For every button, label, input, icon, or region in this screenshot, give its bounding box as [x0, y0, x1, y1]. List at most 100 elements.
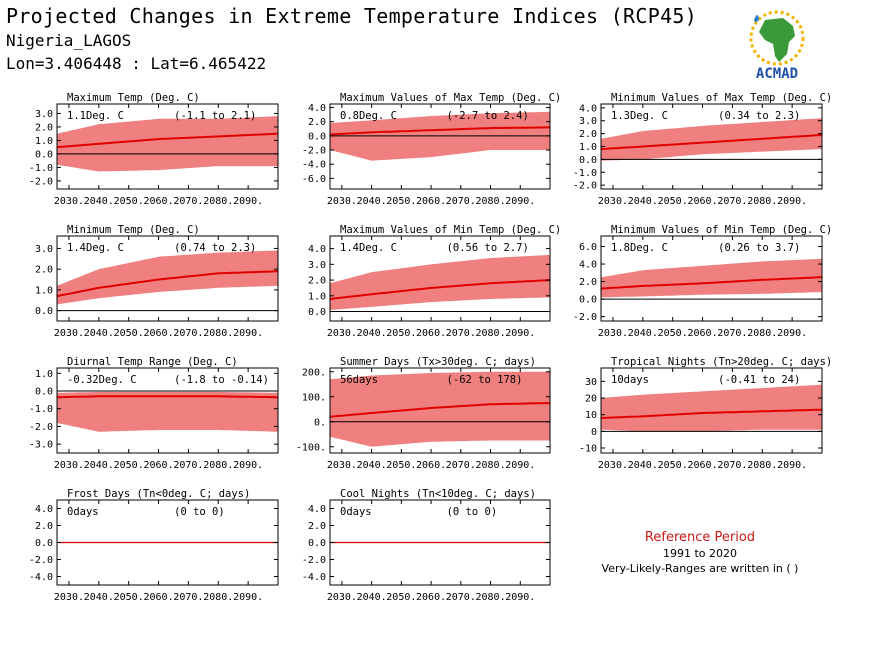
mean-change-label: -0.32Deg. C — [67, 374, 137, 386]
y-tick-label: 6.0 — [579, 242, 597, 253]
x-tick-label: 2030. — [598, 196, 628, 207]
y-tick-label: 1.0 — [579, 142, 597, 153]
y-tick-label: -1.0 — [29, 404, 53, 415]
y-tick-label: 100. — [302, 392, 326, 403]
range-band — [57, 116, 278, 172]
plot-frame — [56, 235, 279, 322]
mean-change-label: 1.4Deg. C — [67, 242, 124, 254]
x-tick-label: 2090. — [233, 460, 263, 471]
reference-period-box: Reference Period 1991 to 2020 Very-Likel… — [580, 530, 820, 575]
x-tick-label: 2070. — [446, 592, 476, 603]
range-label: (-1.8 to -0.14) — [174, 374, 269, 386]
range-band — [601, 258, 822, 298]
range-band — [601, 384, 822, 432]
mean-change-label: 0days — [67, 506, 99, 518]
x-tick-label: 2090. — [505, 592, 535, 603]
x-tick-label: 2030. — [54, 196, 84, 207]
y-tick-label: -4.0 — [29, 572, 53, 583]
x-tick-label: 2040. — [628, 196, 658, 207]
y-tick-label: 4.0 — [308, 504, 326, 515]
x-tick-label: 2050. — [658, 460, 688, 471]
x-tick-label: 2040. — [357, 196, 387, 207]
range-label: (0.26 to 3.7) — [718, 242, 800, 254]
y-tick-label: -1.0 — [29, 163, 53, 174]
x-tick-label: 2050. — [114, 460, 144, 471]
x-tick-label: 2090. — [505, 328, 535, 339]
x-tick-label: 2050. — [386, 592, 416, 603]
y-tick-label: 3.0 — [35, 109, 53, 120]
x-tick-label: 2050. — [658, 196, 688, 207]
x-tick-label: 2090. — [777, 328, 807, 339]
chart-title: Maximum Values of Max Temp (Deg. C) — [340, 92, 561, 104]
acmad-logo: ACMAD — [735, 8, 819, 82]
x-tick-label: 2080. — [475, 592, 505, 603]
y-tick-label: 4.0 — [579, 260, 597, 271]
x-tick-label: 2090. — [505, 460, 535, 471]
x-tick-label: 2060. — [687, 196, 717, 207]
x-tick-label: 2060. — [416, 460, 446, 471]
y-tick-label: -2.0 — [29, 176, 53, 187]
x-tick-label: 2040. — [628, 460, 658, 471]
range-band — [330, 254, 550, 310]
x-tick-label: 2050. — [386, 460, 416, 471]
y-tick-label: 10 — [585, 410, 597, 421]
mean-change-label: 0days — [340, 506, 372, 518]
x-tick-label: 2080. — [747, 196, 777, 207]
mean-line — [600, 133, 823, 151]
mean-line — [600, 276, 823, 290]
reference-period-title: Reference Period — [644, 530, 756, 545]
x-tick-label: 2090. — [233, 196, 263, 207]
chart-4: 2030. 2040. 2050. 2060. 2070. 2080. 2090. 4.0 3.… — [308, 224, 561, 339]
y-tick-label: 200. — [302, 367, 326, 378]
x-tick-label: 2070. — [173, 460, 203, 471]
range-label: (0.74 to 2.3) — [174, 242, 256, 254]
y-tick-label: -2.0 — [302, 146, 326, 157]
x-tick-label: 2050. — [386, 196, 416, 207]
chart-3: 2030. 2040. 2050. 2060. 2070. 2080. 2090. 3.0 2.… — [35, 224, 279, 339]
chart-9: 2030. 2040. 2050. 2060. 2070. 2080. 2090. 4.0 2.… — [29, 488, 279, 603]
chart-title: Summer Days (Tx>30deg. C; days) — [340, 356, 536, 368]
plot-frame — [329, 103, 551, 190]
x-tick-label: 2030. — [54, 460, 84, 471]
x-tick-label: 2060. — [143, 460, 173, 471]
x-tick-label: 2060. — [143, 196, 173, 207]
x-tick-label: 2070. — [446, 196, 476, 207]
x-tick-label: 2040. — [84, 196, 114, 207]
mean-line — [329, 126, 550, 136]
y-tick-label: -3.0 — [29, 440, 53, 451]
range-label: (0 to 0) — [447, 506, 498, 518]
y-tick-label: 1.0 — [35, 136, 53, 147]
mean-change-label: 1.8Deg. C — [611, 242, 668, 254]
range-label: (0 to 0) — [174, 506, 225, 518]
x-tick-label: 2060. — [416, 592, 446, 603]
y-tick-label: -2.0 — [302, 555, 326, 566]
mean-line — [329, 279, 551, 300]
y-tick-label: 3.0 — [579, 116, 597, 127]
y-tick-label: 3.0 — [308, 260, 326, 271]
y-tick-label: 30 — [585, 377, 597, 388]
x-tick-label: 2040. — [628, 328, 658, 339]
x-tick-label: 2040. — [84, 328, 114, 339]
x-tick-label: 2080. — [203, 592, 233, 603]
y-tick-label: -2.0 — [29, 422, 53, 433]
y-tick-label: 2.0 — [35, 122, 53, 133]
chart-title: Minimum Values of Max Temp (Deg. C) — [611, 92, 832, 104]
range-band — [57, 250, 278, 305]
plot-frame — [56, 103, 279, 190]
chart-5: 2030. 2040. 2050. 2060. 2070. 2080. 2090. 6.0 4.… — [573, 224, 832, 339]
chart-title: Tropical Nights (Tn>20deg. C; days) — [611, 356, 832, 368]
y-tick-label: -100. — [296, 442, 326, 453]
x-tick-label: 2060. — [687, 460, 717, 471]
page-title: Projected Changes in Extreme Temperature… — [6, 4, 698, 28]
plot-frame — [329, 367, 551, 454]
x-tick-label: 2070. — [446, 328, 476, 339]
y-tick-label: 0.0 — [308, 538, 326, 549]
x-tick-label: 2060. — [143, 592, 173, 603]
range-label: (0.34 to 2.3) — [718, 110, 800, 122]
range-label: (0.56 to 2.7) — [447, 242, 529, 254]
plot-frame — [329, 235, 551, 322]
mean-change-label: 10days — [611, 374, 649, 386]
y-tick-label: 20 — [585, 394, 597, 405]
mean-change-label: 1.1Deg. C — [67, 110, 124, 122]
y-tick-label: 0.0 — [579, 295, 597, 306]
